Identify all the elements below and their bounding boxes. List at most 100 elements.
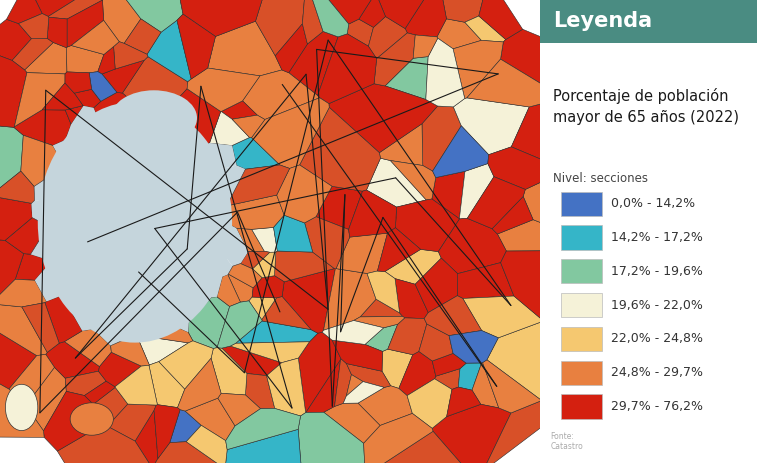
Polygon shape xyxy=(0,304,47,356)
Polygon shape xyxy=(432,171,465,219)
Polygon shape xyxy=(210,221,248,266)
Polygon shape xyxy=(432,353,466,376)
Polygon shape xyxy=(53,136,123,202)
Polygon shape xyxy=(288,31,338,95)
Polygon shape xyxy=(147,20,192,82)
Polygon shape xyxy=(187,68,260,112)
Polygon shape xyxy=(242,70,319,119)
Polygon shape xyxy=(318,34,377,104)
Polygon shape xyxy=(0,124,23,199)
Polygon shape xyxy=(159,341,213,389)
Bar xyxy=(540,0,757,43)
Polygon shape xyxy=(67,0,104,47)
Polygon shape xyxy=(221,101,257,119)
Polygon shape xyxy=(249,297,276,319)
Polygon shape xyxy=(141,322,193,343)
Polygon shape xyxy=(115,365,157,405)
Polygon shape xyxy=(453,40,503,99)
Polygon shape xyxy=(15,254,51,280)
Text: 14,2% - 17,2%: 14,2% - 17,2% xyxy=(612,231,703,244)
Bar xyxy=(562,361,602,385)
Polygon shape xyxy=(467,59,564,107)
Polygon shape xyxy=(185,398,235,441)
Polygon shape xyxy=(483,360,542,413)
Polygon shape xyxy=(459,163,494,219)
Polygon shape xyxy=(93,121,140,153)
Text: Porcentaje de población
mayor de 65 años (2022): Porcentaje de población mayor de 65 años… xyxy=(553,88,739,125)
Polygon shape xyxy=(107,275,154,303)
Polygon shape xyxy=(24,43,67,74)
Polygon shape xyxy=(51,199,125,251)
Polygon shape xyxy=(255,0,306,56)
Polygon shape xyxy=(300,107,381,191)
Bar xyxy=(562,293,602,317)
Polygon shape xyxy=(114,42,148,69)
Polygon shape xyxy=(385,250,441,284)
Polygon shape xyxy=(157,115,205,186)
Polygon shape xyxy=(347,375,363,396)
Polygon shape xyxy=(252,276,284,298)
Polygon shape xyxy=(149,362,185,407)
Polygon shape xyxy=(251,98,329,169)
Polygon shape xyxy=(313,0,375,24)
Polygon shape xyxy=(135,410,158,463)
Polygon shape xyxy=(467,177,525,229)
Polygon shape xyxy=(415,258,458,313)
Ellipse shape xyxy=(38,102,232,343)
Polygon shape xyxy=(65,106,83,125)
Polygon shape xyxy=(22,303,59,352)
Polygon shape xyxy=(307,0,349,37)
Polygon shape xyxy=(277,165,332,223)
Polygon shape xyxy=(109,0,183,32)
Polygon shape xyxy=(64,329,111,367)
Polygon shape xyxy=(124,184,223,238)
Polygon shape xyxy=(186,165,245,208)
Polygon shape xyxy=(58,426,156,463)
Polygon shape xyxy=(176,0,263,37)
Polygon shape xyxy=(147,275,174,301)
Polygon shape xyxy=(336,233,388,274)
Polygon shape xyxy=(413,35,438,58)
Text: 17,2% - 19,6%: 17,2% - 19,6% xyxy=(612,265,703,278)
Polygon shape xyxy=(65,371,106,395)
Polygon shape xyxy=(371,0,444,29)
Polygon shape xyxy=(0,279,46,307)
Polygon shape xyxy=(93,320,132,346)
Polygon shape xyxy=(0,171,35,203)
Polygon shape xyxy=(65,106,99,140)
Polygon shape xyxy=(0,238,23,317)
Polygon shape xyxy=(232,115,265,138)
Polygon shape xyxy=(102,60,145,93)
Polygon shape xyxy=(12,38,53,70)
Polygon shape xyxy=(478,0,522,39)
Polygon shape xyxy=(367,271,400,313)
Polygon shape xyxy=(138,336,188,365)
Polygon shape xyxy=(177,14,216,79)
Polygon shape xyxy=(241,251,270,269)
Polygon shape xyxy=(14,110,71,145)
Polygon shape xyxy=(178,358,221,411)
Polygon shape xyxy=(488,147,567,189)
Polygon shape xyxy=(472,363,499,408)
Polygon shape xyxy=(385,56,428,100)
Polygon shape xyxy=(193,143,236,176)
Polygon shape xyxy=(217,301,262,348)
Text: 0,0% - 14,2%: 0,0% - 14,2% xyxy=(612,197,696,210)
Polygon shape xyxy=(298,332,341,413)
Polygon shape xyxy=(316,186,363,230)
Polygon shape xyxy=(395,279,428,319)
Polygon shape xyxy=(432,126,489,178)
Polygon shape xyxy=(332,340,382,371)
Polygon shape xyxy=(422,106,461,171)
Polygon shape xyxy=(211,348,247,395)
Polygon shape xyxy=(98,46,115,74)
Polygon shape xyxy=(449,331,498,363)
Polygon shape xyxy=(48,0,111,19)
Polygon shape xyxy=(226,165,290,206)
Polygon shape xyxy=(438,219,506,274)
Polygon shape xyxy=(523,170,567,231)
Polygon shape xyxy=(123,56,188,118)
Polygon shape xyxy=(121,300,154,316)
Polygon shape xyxy=(188,297,229,349)
Ellipse shape xyxy=(111,90,197,146)
